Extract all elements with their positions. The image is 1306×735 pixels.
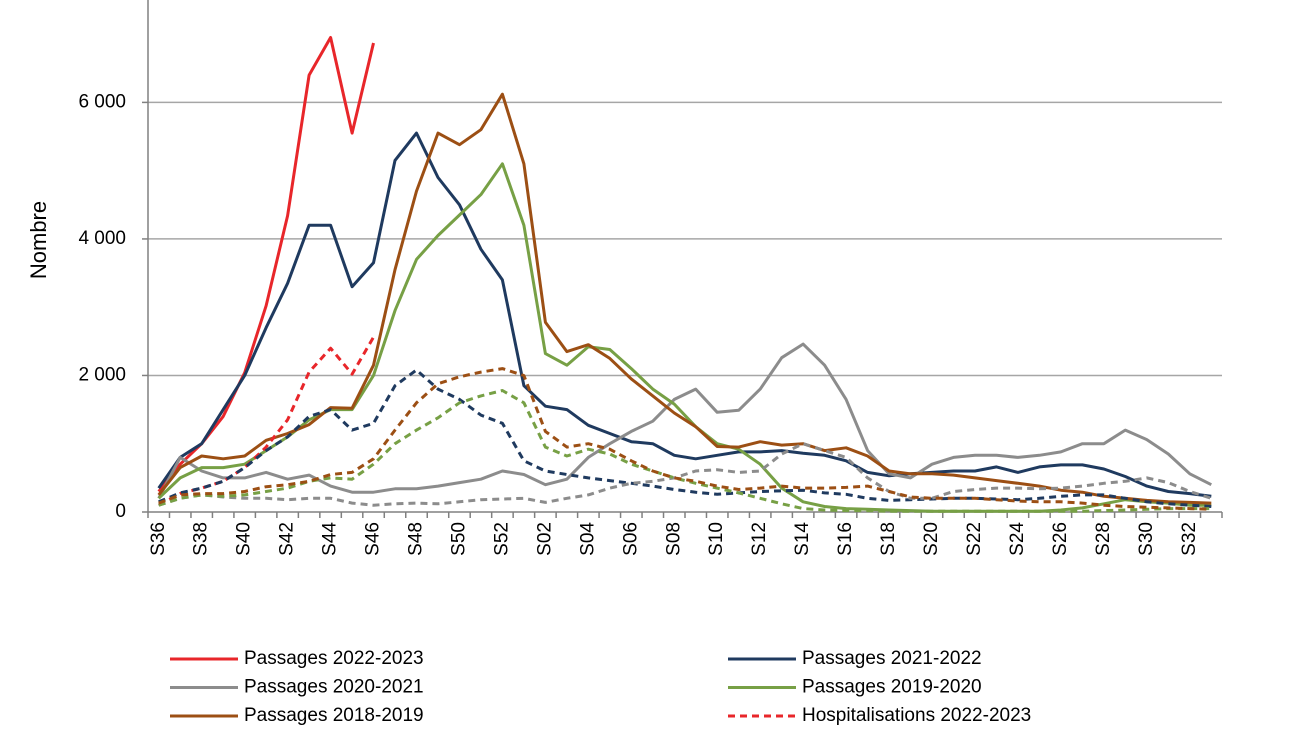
- x-tick-label: S32: [1179, 522, 1200, 556]
- x-tick-label: S38: [191, 522, 212, 556]
- x-tick-label: S42: [277, 522, 298, 556]
- series-line: [158, 367, 1212, 511]
- y-axis-label: Nombre: [26, 201, 51, 279]
- legend-label: Hospitalisations 2022-2023: [802, 705, 1031, 726]
- x-tick-label: S46: [363, 522, 384, 556]
- x-tick-label: S22: [964, 522, 985, 556]
- legend-label: Passages 2021-2022: [802, 648, 982, 669]
- x-tick-label: S44: [320, 522, 341, 556]
- x-tick-label: S24: [1007, 522, 1028, 556]
- series-line: [157, 92, 1212, 505]
- x-tick-label: S12: [749, 522, 770, 556]
- x-tick-label: S20: [921, 522, 942, 556]
- x-tick-label: S40: [234, 522, 255, 556]
- x-tick-label: S10: [706, 522, 727, 556]
- series-line: [158, 442, 1212, 507]
- x-tick-label: S08: [663, 522, 684, 556]
- legend-label: Passages 2019-2020: [802, 677, 982, 698]
- x-tick-label: S06: [620, 522, 641, 556]
- x-tick-label: S02: [534, 522, 555, 556]
- x-tick-label: S04: [577, 522, 598, 556]
- y-tick-label: 0: [115, 501, 126, 522]
- x-tick-label: S36: [148, 522, 169, 556]
- x-tick-label: S14: [792, 522, 813, 556]
- x-tick-label: S18: [878, 522, 899, 556]
- series-line: [158, 368, 1212, 508]
- x-tick-label: S26: [1050, 522, 1071, 556]
- x-tick-label: S28: [1093, 522, 1114, 556]
- legend-label: Passages 2020-2021: [244, 677, 424, 698]
- series-line: [157, 131, 1212, 498]
- legend-label: Passages 2018-2019: [244, 705, 424, 726]
- series-line: [157, 162, 1212, 513]
- x-tick-label: S52: [491, 522, 512, 556]
- y-tick-label: 4 000: [78, 228, 126, 249]
- x-tick-label: S16: [835, 522, 856, 556]
- legend-label: Passages 2022-2023: [244, 648, 424, 669]
- series-line: [157, 36, 375, 493]
- x-tick-label: S48: [406, 522, 427, 556]
- y-tick-label: 6 000: [78, 91, 126, 112]
- y-tick-label: 2 000: [78, 364, 126, 385]
- x-tick-label: S30: [1136, 522, 1157, 556]
- series-line: [158, 389, 1212, 513]
- series-line: [157, 342, 1212, 499]
- x-tick-label: S50: [448, 522, 469, 556]
